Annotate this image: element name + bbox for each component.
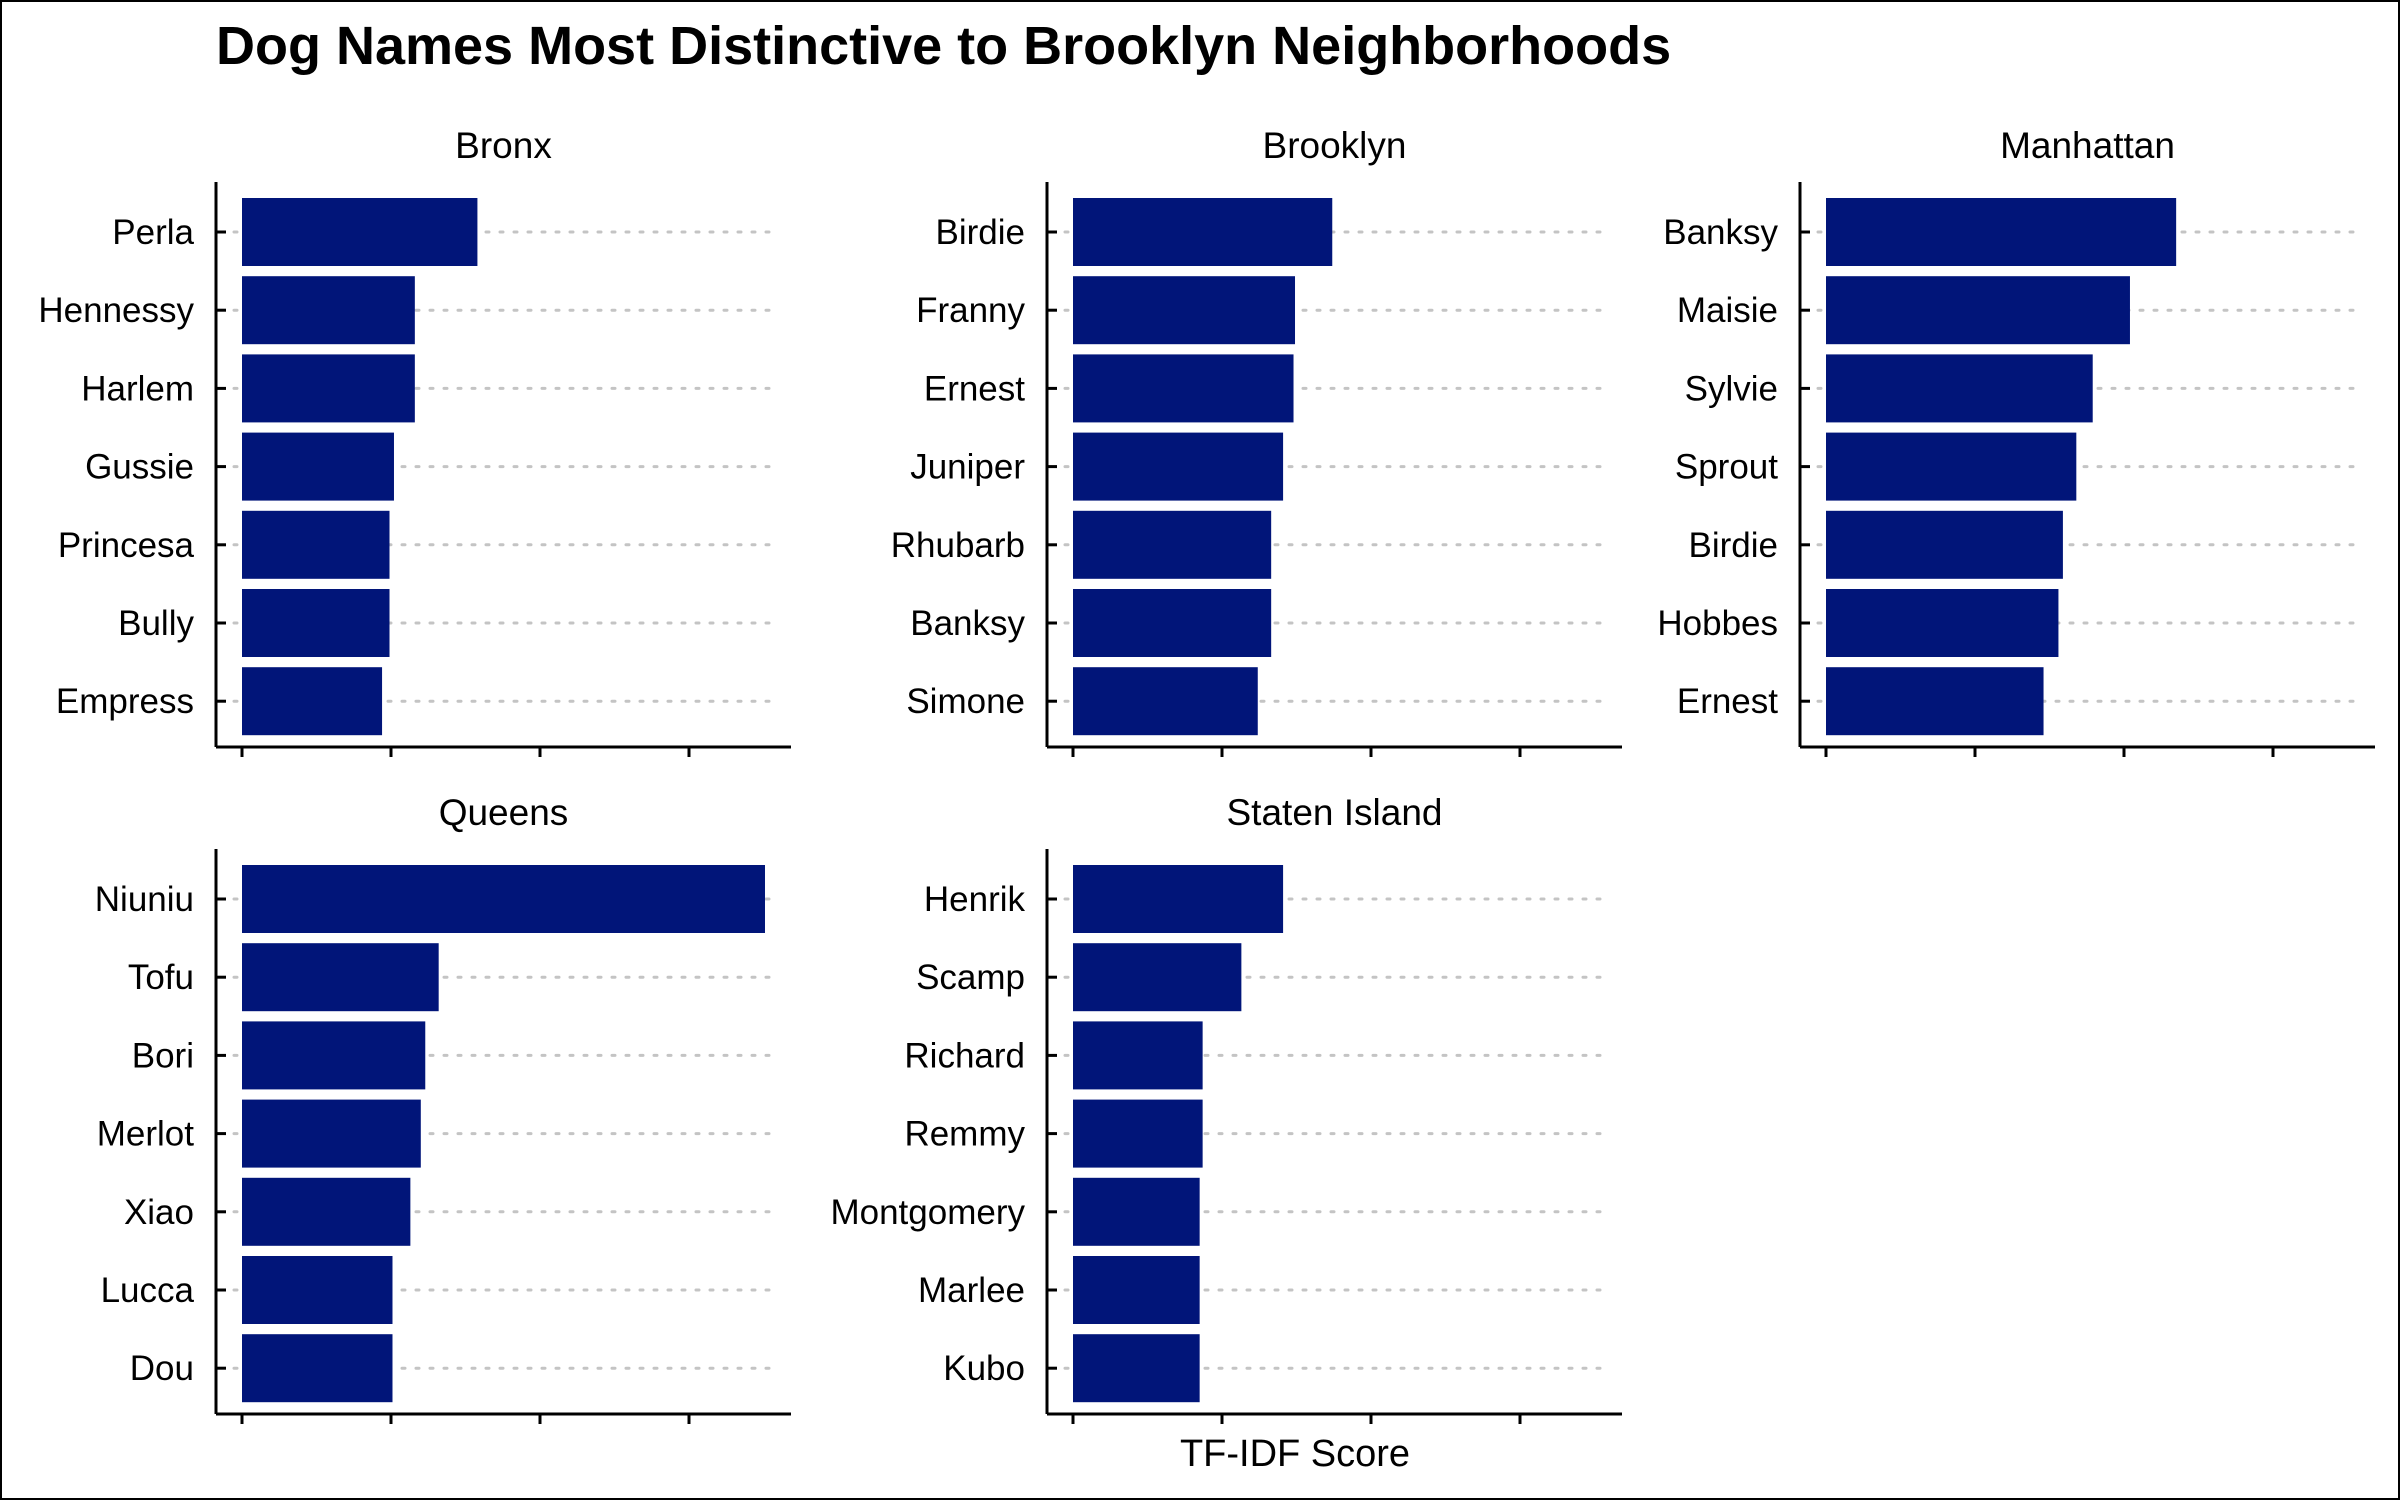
category-label: Marlee [918, 1271, 1025, 1310]
x-axis-label: TF-IDF Score [1180, 1433, 1410, 1475]
category-label: Rhubarb [891, 526, 1025, 565]
bar [242, 865, 765, 933]
category-label: Dou [130, 1349, 194, 1388]
bar [242, 1177, 411, 1246]
bar [242, 198, 478, 266]
category-label: Gussie [85, 448, 194, 487]
bar [242, 589, 390, 657]
bar [242, 1099, 421, 1168]
category-label: Birdie [1689, 526, 1778, 565]
facet-panel: Manhattan Banksy Maisie Sylvie Sprout Birdie H… [1657, 125, 2375, 757]
category-label: Scamp [916, 958, 1025, 997]
bar [1073, 1099, 1203, 1168]
panel-strip-label: Queens [439, 792, 569, 833]
facet-panel: Brooklyn Birdie Franny Ernest Juniper Rhubarb… [891, 125, 1622, 757]
category-label: Ernest [1677, 682, 1778, 721]
bar [1073, 667, 1258, 736]
bar [1826, 354, 2093, 423]
bar [1826, 510, 2063, 579]
facet-panels: Bronx Perla Hennessy Harlem Gussie Princesa Bu… [38, 125, 2375, 1424]
category-label: Hennessy [38, 291, 194, 330]
bar [1826, 667, 2044, 736]
category-label: Sylvie [1685, 369, 1778, 408]
category-label: Banksy [1663, 213, 1778, 252]
bar [242, 354, 415, 423]
category-label: Bully [118, 604, 194, 643]
category-label: Kubo [943, 1349, 1025, 1388]
bar [1073, 354, 1294, 423]
category-label: Ernest [924, 369, 1025, 408]
category-label: Hobbes [1657, 604, 1778, 643]
category-label: Juniper [910, 448, 1025, 487]
category-label: Remmy [904, 1115, 1025, 1154]
category-label: Harlem [81, 369, 194, 408]
category-label: Lucca [101, 1271, 195, 1310]
category-label: Bori [132, 1036, 194, 1075]
bar [1826, 589, 2059, 657]
bar [242, 276, 415, 345]
category-label: Perla [112, 213, 194, 252]
chart-title: Dog Names Most Distinctive to Brooklyn N… [216, 16, 1671, 76]
category-label: Banksy [910, 604, 1025, 643]
category-label: Xiao [124, 1193, 194, 1232]
category-label: Henrik [924, 880, 1026, 919]
facet-panel: Staten Island Henrik Scamp Richard Remmy Mont… [830, 792, 1622, 1424]
bar [1073, 943, 1242, 1012]
bar [1073, 1334, 1200, 1403]
category-label: Simone [906, 682, 1025, 721]
category-label: Niuniu [95, 880, 194, 919]
facet-panel: Bronx Perla Hennessy Harlem Gussie Princesa Bu… [38, 125, 791, 757]
bar [1073, 1256, 1200, 1324]
bar [242, 1021, 426, 1090]
bar [1826, 432, 2077, 501]
bar [242, 432, 394, 501]
panel-strip-label: Brooklyn [1263, 125, 1407, 166]
bar [242, 667, 383, 736]
category-label: Maisie [1677, 291, 1778, 330]
panel-strip-label: Staten Island [1227, 792, 1443, 833]
category-label: Franny [916, 291, 1025, 330]
bar [242, 1334, 393, 1403]
category-label: Richard [904, 1036, 1025, 1075]
bar [242, 943, 439, 1012]
bar [1073, 276, 1296, 345]
panel-strip-label: Bronx [455, 125, 552, 166]
bar [1073, 510, 1272, 579]
category-label: Montgomery [830, 1193, 1025, 1232]
facet-panel: Queens Niuniu Tofu Bori Merlot Xiao Lucca Dou [95, 792, 791, 1424]
bar [242, 1256, 393, 1324]
bar [1826, 276, 2130, 345]
bar [1073, 589, 1272, 657]
category-label: Merlot [97, 1115, 195, 1154]
bar [1826, 198, 2177, 266]
bar [1073, 1021, 1203, 1090]
panel-strip-label: Manhattan [2000, 125, 2175, 166]
category-label: Sprout [1675, 448, 1778, 487]
bar [1073, 865, 1284, 933]
bar [1073, 432, 1284, 501]
bar [1073, 198, 1333, 266]
bar [242, 510, 390, 579]
bar [1073, 1177, 1200, 1246]
category-label: Tofu [128, 958, 194, 997]
category-label: Princesa [58, 526, 195, 565]
category-label: Birdie [936, 213, 1025, 252]
category-label: Empress [56, 682, 194, 721]
